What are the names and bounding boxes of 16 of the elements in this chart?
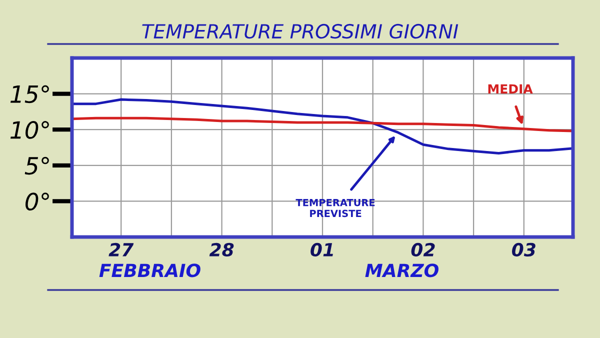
y-tick-label: 15° — [10, 85, 49, 104]
x-tick-label: 28 — [209, 242, 234, 257]
text: TEMPERATURE PREVISTE — [296, 199, 375, 218]
line-series — [72, 98, 573, 154]
chart-title: TEMPERATURE PROSSIMI GIORNI — [142, 24, 458, 39]
text: MEDIA — [488, 84, 533, 94]
line-series — [72, 116, 573, 132]
y-tick-label: 5° — [24, 156, 49, 175]
text: FEBBRAIO — [99, 264, 200, 278]
x-tick-label: 01 — [310, 242, 333, 257]
text: MARZO — [365, 264, 438, 278]
x-tick-label: 03 — [512, 242, 536, 257]
y-tick-label: 10° — [10, 121, 49, 139]
y-tick-label: 0° — [26, 192, 49, 211]
x-tick-label: 27 — [108, 242, 134, 256]
x-tick-label: 02 — [411, 242, 435, 257]
